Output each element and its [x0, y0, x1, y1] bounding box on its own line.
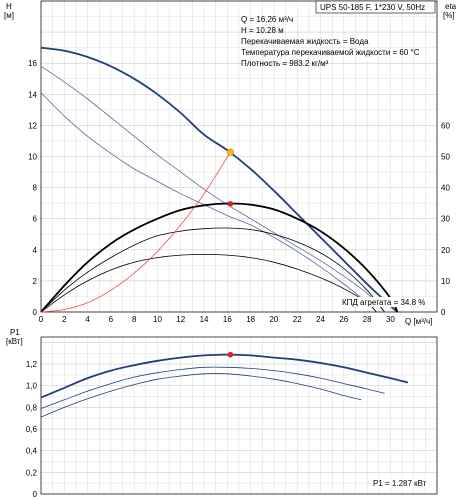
- lower-plot-frame: [40, 336, 438, 495]
- info-line-fluid: Перекачиваемая жидкость = Вода: [241, 37, 369, 46]
- power-max-curve: [40, 353, 409, 399]
- eta-2-curve: [40, 227, 385, 313]
- duty-point-power: [227, 351, 234, 358]
- info-line-h: H = 10.28 м: [241, 26, 284, 35]
- y2-tick-label: 30: [441, 215, 450, 224]
- x-axis-label: Q [м³/ч]: [405, 317, 432, 326]
- y2-tick-label: 40: [441, 184, 450, 193]
- duty-point-eta: [227, 200, 234, 207]
- x-tick-label: 2: [62, 315, 67, 324]
- upper-ticks: 0 2 4 6 8 10 12 14 16 18 20 22 24 26 28 300246810121416…: [28, 59, 450, 324]
- duty-point-head: [226, 148, 234, 156]
- y2-tick-label: 0: [441, 308, 446, 317]
- power-label: P1 = 1.287 кВт: [373, 479, 427, 488]
- head-max-curve: [40, 46, 398, 313]
- x-tick-label: 22: [293, 315, 302, 324]
- y2-tick-label: 20: [441, 246, 450, 255]
- info-block: Q = 16.26 м³/ч H = 10.28 м Перекачиваема…: [241, 15, 420, 68]
- p1-tick-label: 1,0: [26, 382, 38, 391]
- eta-label: КПД агрегата = 34.8 %: [342, 298, 425, 307]
- x-tick-label: 14: [200, 315, 209, 324]
- upper-curves: [40, 46, 399, 313]
- x-tick-label: 8: [132, 315, 137, 324]
- y-tick-label: 12: [28, 121, 37, 130]
- y2-axis-unit: [%]: [443, 11, 455, 20]
- p1-tick-label: 0,8: [26, 403, 38, 412]
- x-axis-label-bg: [404, 316, 436, 326]
- model-label: UPS 50-185 F, 1*230 V, 50Hz: [320, 3, 425, 12]
- p1-tick-label: 0,4: [26, 447, 38, 456]
- y-tick-label: 4: [33, 246, 38, 255]
- y-tick-label: 10: [28, 153, 37, 162]
- system-curve-curve: [40, 151, 231, 313]
- p1-tick-label: 0,6: [26, 425, 38, 434]
- x-tick-label: 26: [339, 315, 348, 324]
- x-tick-label: 28: [363, 315, 372, 324]
- y2-tick-label: 10: [441, 277, 450, 286]
- y2-axis-label: eta: [445, 2, 457, 11]
- x-tick-label: 6: [109, 315, 114, 324]
- upper-grid: [40, 0, 438, 313]
- eta-label-bg: [340, 297, 432, 307]
- x-tick-label: 0: [39, 315, 44, 324]
- x-tick-label: 16: [223, 315, 232, 324]
- lower-grid: [40, 336, 438, 495]
- power-1-curve: [40, 373, 362, 418]
- x-tick-label: 20: [269, 315, 278, 324]
- model-label-box: [315, 0, 436, 14]
- info-line-density: Плотность = 983.2 кг/м³: [241, 59, 329, 68]
- eta-max-curve: [40, 202, 399, 313]
- p1-tick-label: 0: [33, 490, 38, 499]
- info-line-temp: Температура перекачиваемой жидкости = 60…: [241, 48, 420, 57]
- x-tick-label: 10: [153, 315, 162, 324]
- x-tick-label: 4: [85, 315, 90, 324]
- power-label-bg: [370, 478, 434, 488]
- info-line-q: Q = 16.26 м³/ч: [241, 15, 293, 24]
- p1-axis-label: P1: [10, 328, 20, 337]
- y2-tick-label: 60: [441, 121, 450, 130]
- p1-axis-unit: [кВт]: [6, 337, 23, 346]
- power-2-curve: [40, 366, 385, 409]
- head-1-curve: [40, 92, 377, 313]
- x-tick-label: 18: [246, 315, 255, 324]
- y-tick-label: 2: [33, 277, 38, 286]
- y-tick-label: 16: [28, 59, 37, 68]
- x-tick-label: 12: [176, 315, 185, 324]
- head-2-curve: [40, 65, 385, 313]
- y-tick-label: 0: [33, 308, 38, 317]
- lower-curves: [40, 351, 409, 418]
- p1-tick-label: 1,2: [26, 360, 38, 369]
- y-axis-label: H: [6, 2, 12, 11]
- y2-tick-label: 50: [441, 153, 450, 162]
- y-tick-label: 14: [28, 90, 37, 99]
- y-tick-label: 6: [33, 215, 38, 224]
- upper-plot-frame: [40, 0, 438, 313]
- x-tick-label: 30: [386, 315, 395, 324]
- eta-1-curve: [40, 254, 377, 313]
- y-tick-label: 8: [33, 184, 38, 193]
- x-tick-label: 24: [316, 315, 325, 324]
- p1-tick-label: 0,2: [26, 468, 38, 477]
- lower-ticks: 0 0,2 0,4 0,6 0,8 1,0 1,2: [26, 360, 38, 499]
- y-axis-unit: [м]: [4, 11, 14, 20]
